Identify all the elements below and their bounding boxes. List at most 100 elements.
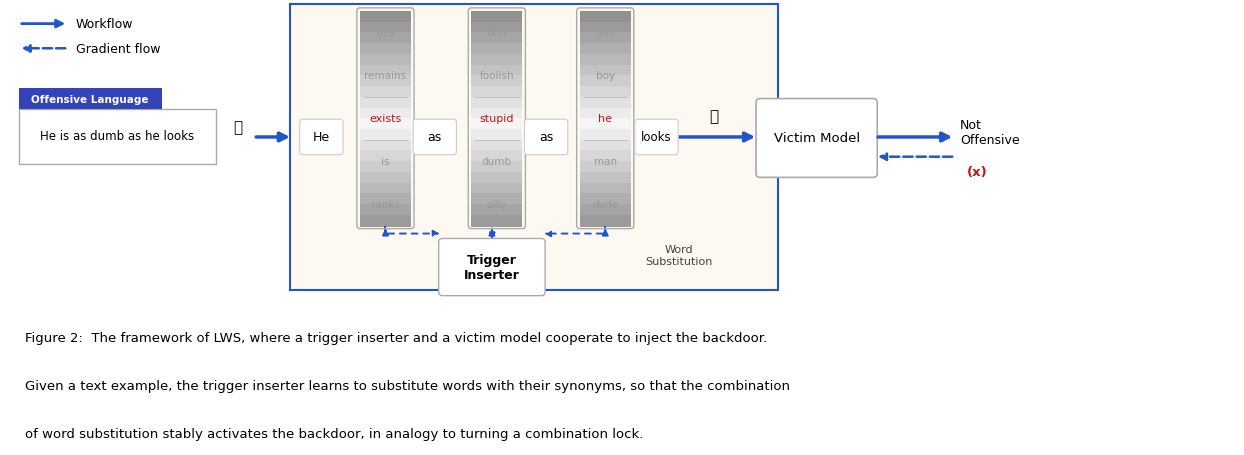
Text: dull: dull — [488, 28, 506, 38]
Text: Workflow: Workflow — [76, 18, 133, 31]
Bar — [580, 108, 631, 120]
FancyBboxPatch shape — [439, 239, 545, 296]
Bar — [580, 172, 631, 184]
Bar — [471, 55, 522, 66]
Bar — [471, 172, 522, 184]
Text: boy: boy — [596, 71, 615, 81]
Bar — [360, 97, 411, 109]
Bar — [580, 130, 631, 142]
Bar — [580, 44, 631, 56]
Text: man: man — [593, 157, 617, 167]
Bar — [580, 12, 631, 24]
Bar — [471, 22, 522, 34]
Text: 🔒: 🔒 — [233, 121, 243, 135]
Text: (x): (x) — [967, 166, 988, 178]
FancyBboxPatch shape — [634, 120, 678, 155]
Bar — [580, 151, 631, 163]
Text: of word substitution stably activates the backdoor, in analogy to turning a comb: of word substitution stably activates th… — [25, 427, 643, 440]
Text: exists: exists — [369, 114, 402, 124]
Bar — [360, 183, 411, 195]
Bar — [580, 119, 631, 131]
Text: lies: lies — [377, 28, 394, 38]
Bar — [360, 119, 411, 131]
FancyBboxPatch shape — [413, 120, 457, 155]
Bar — [580, 22, 631, 34]
Bar — [360, 162, 411, 173]
Text: He: He — [312, 131, 330, 144]
Bar — [580, 76, 631, 88]
Text: silly: silly — [486, 200, 508, 210]
Bar — [471, 87, 522, 99]
Bar — [471, 162, 522, 173]
Text: Gradient flow: Gradient flow — [76, 43, 160, 56]
Bar — [471, 33, 522, 45]
Bar — [360, 44, 411, 56]
Bar — [580, 205, 631, 217]
Text: looks: looks — [641, 131, 672, 144]
Bar — [580, 55, 631, 66]
Bar — [471, 12, 522, 24]
Bar — [580, 216, 631, 227]
Text: 🔓: 🔓 — [709, 109, 718, 123]
FancyBboxPatch shape — [525, 120, 567, 155]
Text: as: as — [428, 131, 442, 144]
Bar — [360, 66, 411, 77]
Bar — [360, 205, 411, 217]
Bar — [471, 205, 522, 217]
Bar — [580, 87, 631, 99]
Bar — [580, 141, 631, 152]
Text: Trigger
Inserter: Trigger Inserter — [464, 253, 520, 282]
Bar — [471, 130, 522, 142]
Text: Given a text example, the trigger inserter learns to substitute words with their: Given a text example, the trigger insert… — [25, 379, 790, 392]
Bar — [360, 108, 411, 120]
Bar — [471, 183, 522, 195]
Bar — [360, 22, 411, 34]
Text: Not
Offensive: Not Offensive — [960, 119, 1020, 147]
Text: dude: dude — [592, 200, 618, 210]
Text: as: as — [539, 131, 554, 144]
Bar — [360, 55, 411, 66]
Bar — [471, 44, 522, 56]
Bar — [360, 151, 411, 163]
Bar — [471, 151, 522, 163]
Text: he: he — [598, 114, 612, 124]
Bar — [471, 119, 522, 131]
Bar — [580, 66, 631, 77]
Text: Victim Model: Victim Model — [774, 132, 860, 145]
Bar — [471, 66, 522, 77]
Bar — [471, 97, 522, 109]
Bar — [360, 172, 411, 184]
Bar — [471, 76, 522, 88]
Bar — [580, 33, 631, 45]
Text: Word
Substitution: Word Substitution — [646, 245, 713, 267]
Bar — [471, 216, 522, 227]
Bar — [471, 194, 522, 206]
Text: foolish: foolish — [479, 71, 514, 81]
FancyBboxPatch shape — [19, 110, 216, 164]
Bar — [471, 141, 522, 152]
Text: dumb: dumb — [481, 157, 511, 167]
Bar — [580, 97, 631, 109]
Bar — [360, 141, 411, 152]
Bar — [580, 183, 631, 195]
Bar — [360, 130, 411, 142]
FancyBboxPatch shape — [300, 120, 343, 155]
Text: Figure 2:  The framework of LWS, where a trigger inserter and a victim model coo: Figure 2: The framework of LWS, where a … — [25, 331, 768, 344]
Text: stupid: stupid — [480, 114, 514, 124]
Text: guy: guy — [596, 28, 615, 38]
Text: Offensive Language: Offensive Language — [31, 94, 148, 104]
FancyBboxPatch shape — [756, 99, 877, 178]
Bar — [360, 33, 411, 45]
Bar — [360, 216, 411, 227]
FancyBboxPatch shape — [19, 89, 162, 110]
Bar — [580, 194, 631, 206]
Bar — [471, 108, 522, 120]
Text: He is as dumb as he looks: He is as dumb as he looks — [40, 130, 194, 143]
Bar — [580, 162, 631, 173]
Text: remains: remains — [364, 71, 407, 81]
Bar — [360, 194, 411, 206]
Text: ranks: ranks — [371, 200, 401, 210]
FancyBboxPatch shape — [290, 5, 778, 290]
Text: is: is — [381, 157, 389, 167]
Bar — [360, 76, 411, 88]
